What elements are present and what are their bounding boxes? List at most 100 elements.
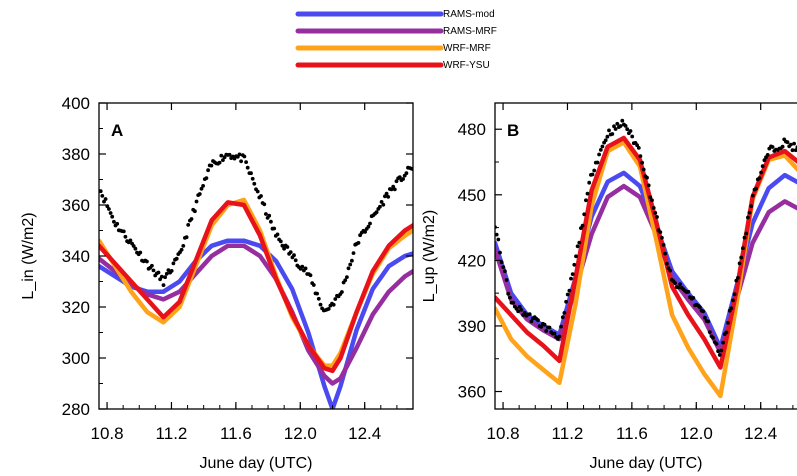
observed-point [133,246,138,251]
observed-point [123,234,128,239]
y-tick-label: 420 [458,251,486,270]
observed-point [565,292,570,297]
observed-point [401,177,405,181]
observed-point [584,198,588,203]
observed-point [250,176,255,181]
observed-point [655,215,659,219]
observed-point [378,204,382,209]
observed-point [757,176,762,181]
observed-point [164,271,169,276]
observed-point [560,315,565,320]
observed-point [262,202,267,207]
y-tick-label: 380 [62,145,90,164]
observed-point [575,244,580,249]
observed-point [391,184,396,189]
series-line-rams-mrf [99,243,413,386]
observed-point [267,213,272,218]
observed-point [278,239,283,244]
observed-point [374,210,379,215]
observed-point [504,278,509,282]
y-tick-label: 300 [62,349,90,368]
observed-point [630,134,635,139]
observed-point [138,250,143,255]
panel-b-ylabel: L_up (W/m2) [421,210,438,302]
observed-point [292,253,296,258]
panel-a-xlabel: June day (UTC) [200,455,313,472]
observed-point [356,241,361,245]
observed-point [750,193,755,198]
observed-point [770,145,775,149]
observed-point [765,153,770,157]
observed-point [239,159,244,164]
observed-point [181,244,186,248]
observed-point [641,167,646,172]
x-tick-label: 12.4 [744,424,777,443]
observed-point [197,192,202,196]
x-tick-label: 11.6 [616,424,648,443]
y-tick-label: 450 [458,186,486,205]
observed-point [108,211,113,215]
observed-point [636,146,641,150]
observed-point [506,291,511,296]
observed-point [544,329,549,333]
x-tick-label: 11.6 [220,424,252,443]
panel-b-xlabel: June day (UTC) [590,455,703,472]
observed-point [110,214,115,219]
y-tick-label: 480 [458,120,486,139]
observed-point [128,238,133,243]
observed-point [592,168,597,173]
legend-label-rams-mrf: RAMS-MRF [443,26,497,37]
observed-point [640,160,644,165]
x-tick-label: 12.4 [348,424,381,443]
observed-point [747,210,752,215]
observed-point [574,254,578,259]
observed-point [333,297,338,301]
x-tick-label: 10.8 [487,424,520,443]
observed-point [269,219,273,224]
x-tick-label: 11.2 [156,424,188,443]
observed-point [749,204,754,209]
observed-point [613,127,618,131]
observed-point [217,160,222,165]
panel-a-series-area [99,152,413,409]
observed-point [703,315,707,320]
observed-point [582,212,587,217]
observed-point [163,275,168,280]
observed-point [792,141,796,146]
observed-point [351,251,356,256]
panel-b-series-area [495,118,797,399]
observed-point [288,250,293,255]
observed-point [280,243,285,248]
x-tick-label: 12.0 [680,424,713,443]
observed-point [368,221,372,226]
observed-point [275,232,280,237]
panel-a-plot: 10.8 11.2 11.6 12.0 12.4 280 300 320 340 360 380 40… [62,94,414,443]
observed-point [219,153,224,158]
observed-point [742,235,747,240]
observed-point [511,300,516,305]
observed-point [663,251,668,256]
y-tick-label: 280 [62,400,90,419]
observed-point [404,171,409,176]
y-tick-label: 360 [62,196,90,215]
observed-point [678,282,682,286]
observed-point [345,275,349,279]
observed-point [242,154,247,159]
observed-point [600,144,605,149]
observed-point [201,184,206,188]
observed-point [237,152,242,157]
observed-point [522,311,527,315]
observed-point [499,260,504,265]
observed-point [732,292,737,297]
observed-point [597,152,601,157]
observed-point [648,195,653,200]
observed-point [577,240,582,245]
observed-point [701,309,706,314]
series-line-wrf-ysu [495,135,797,370]
panel-a-ticks: 10.8 11.2 11.6 12.0 12.4 280 300 320 340 360 380 40… [62,94,414,443]
observed-point [762,158,767,163]
observed-point [194,199,199,204]
observed-point [100,194,105,198]
observed-point [729,306,734,311]
observed-point [603,138,608,143]
